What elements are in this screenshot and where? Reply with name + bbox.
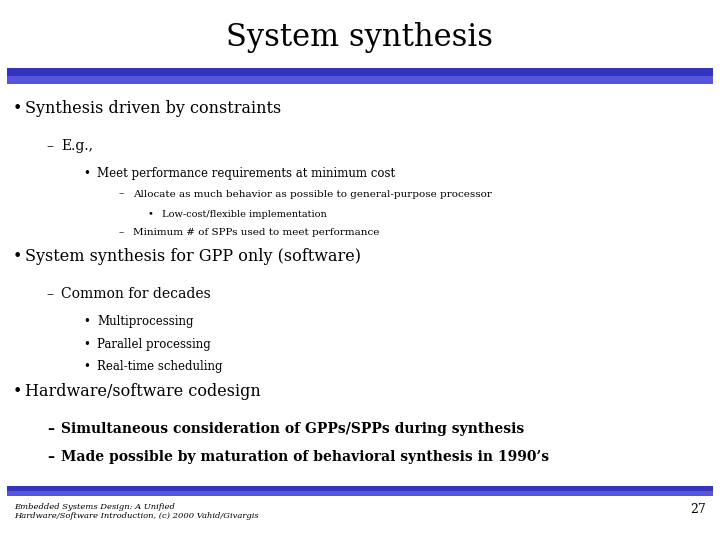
Text: System synthesis for GPP only (software): System synthesis for GPP only (software) [25,248,361,265]
Text: •: • [13,383,22,400]
Text: –: – [119,228,124,237]
Text: 27: 27 [690,503,706,516]
Text: Embedded Systems Design: A Unified
Hardware/Software Introduction, (c) 2000 Vahi: Embedded Systems Design: A Unified Hardw… [14,503,259,521]
Text: Hardware/software codesign: Hardware/software codesign [25,383,261,400]
Text: –: – [47,450,54,464]
Text: •: • [148,210,153,219]
Text: Common for decades: Common for decades [61,287,211,301]
Text: Low-cost/flexible implementation: Low-cost/flexible implementation [162,210,327,219]
Text: Made possible by maturation of behavioral synthesis in 1990’s: Made possible by maturation of behaviora… [61,450,549,464]
Text: Simultaneous consideration of GPPs/SPPs during synthesis: Simultaneous consideration of GPPs/SPPs … [61,422,524,436]
Text: System synthesis: System synthesis [227,22,493,52]
Text: •: • [83,360,90,373]
Text: •: • [13,100,22,117]
Text: Parallel processing: Parallel processing [97,338,211,350]
Text: –: – [47,422,54,436]
Text: Allocate as much behavior as possible to general-purpose processor: Allocate as much behavior as possible to… [133,190,492,199]
Bar [7,76,713,84]
Text: •: • [83,167,90,180]
Bar [7,491,713,496]
Text: E.g.,: E.g., [61,139,93,153]
Text: –: – [119,190,124,199]
Text: Meet performance requirements at minimum cost: Meet performance requirements at minimum… [97,167,395,180]
Text: –: – [47,287,54,301]
Bar [7,68,713,76]
Text: •: • [83,338,90,350]
Text: Real-time scheduling: Real-time scheduling [97,360,222,373]
Text: •: • [83,315,90,328]
Text: •: • [13,248,22,265]
Text: –: – [47,139,54,153]
Bar [7,486,713,491]
Text: Synthesis driven by constraints: Synthesis driven by constraints [25,100,282,117]
Text: Minimum # of SPPs used to meet performance: Minimum # of SPPs used to meet performan… [133,228,379,237]
Text: Multiprocessing: Multiprocessing [97,315,194,328]
